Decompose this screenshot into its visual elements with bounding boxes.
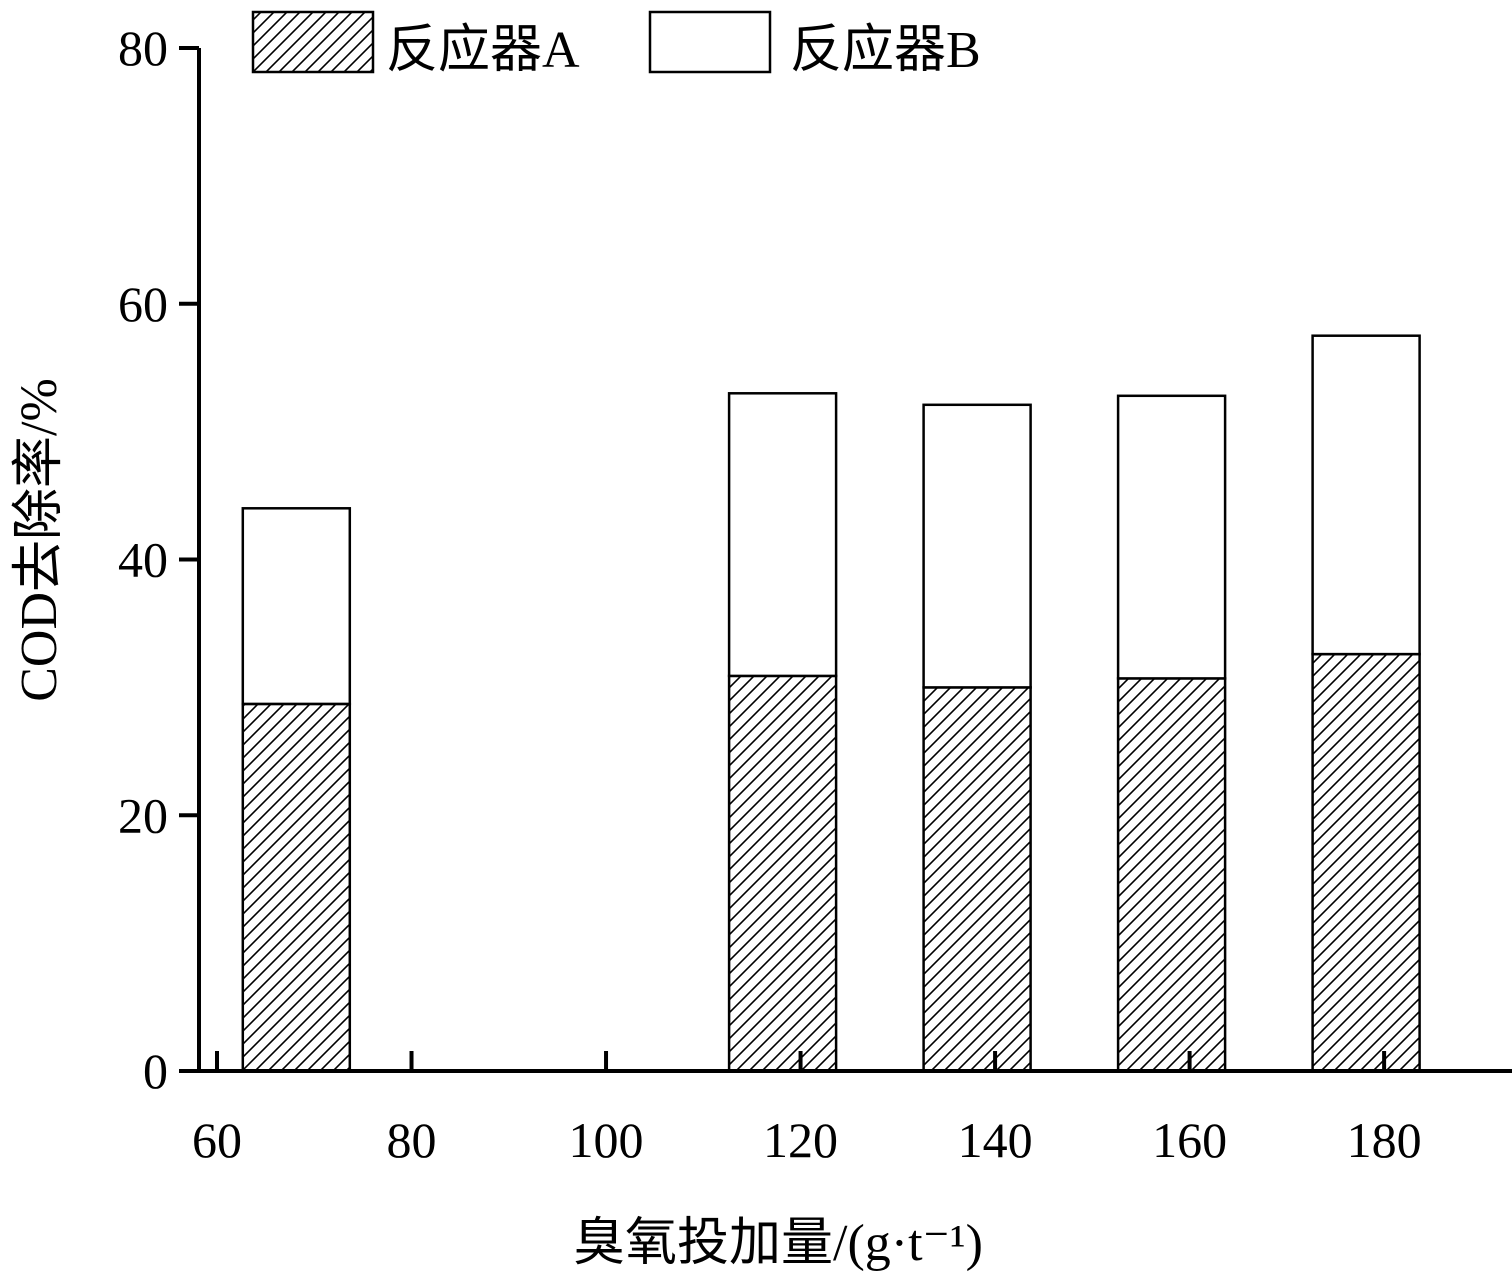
legend-swatch-b [648, 10, 772, 74]
bar-a-140 [922, 686, 1032, 1073]
bar-b-180 [1311, 334, 1421, 656]
bar-a-120 [727, 674, 838, 1073]
bar-a-160 [1116, 677, 1227, 1073]
x-ticks: 60 80 100 120 140 160 180 [192, 1051, 1422, 1168]
bar-b-160 [1116, 394, 1227, 680]
x-tick-label-160: 160 [1152, 1112, 1227, 1168]
x-tick-label-100: 100 [569, 1112, 644, 1168]
legend-swatch-a [251, 10, 375, 74]
legend: 反应器A 反应器B [251, 10, 981, 79]
x-tick-label-140: 140 [958, 1112, 1033, 1168]
bar-b-140 [922, 403, 1032, 689]
bar-a-70 [241, 702, 352, 1073]
legend-label-b: 反应器B [790, 22, 981, 79]
y-ticks: 0 20 40 60 80 [118, 20, 199, 1099]
y-tick-label-60: 60 [118, 276, 168, 332]
y-tick-label-80: 80 [118, 20, 168, 76]
y-tick-label-40: 40 [118, 532, 168, 588]
y-axis-title: COD去除率/% [11, 378, 68, 702]
legend-item-b: 反应器B [648, 10, 981, 79]
y-tick-label-0: 0 [143, 1043, 168, 1099]
bar-b-120 [727, 392, 838, 678]
x-axis-title: 臭氧投加量/(g·t⁻¹) [573, 1215, 983, 1272]
x-tick-label-60: 60 [192, 1112, 242, 1168]
bar-a-180 [1311, 652, 1421, 1073]
legend-label-a: 反应器A [386, 22, 580, 79]
bar-b-70 [241, 507, 352, 706]
x-tick-label-120: 120 [763, 1112, 838, 1168]
legend-item-a: 反应器A [251, 10, 580, 79]
x-tick-label-180: 180 [1347, 1112, 1422, 1168]
bars [241, 334, 1421, 1073]
x-tick-label-80: 80 [387, 1112, 437, 1168]
y-tick-label-20: 20 [118, 787, 168, 843]
